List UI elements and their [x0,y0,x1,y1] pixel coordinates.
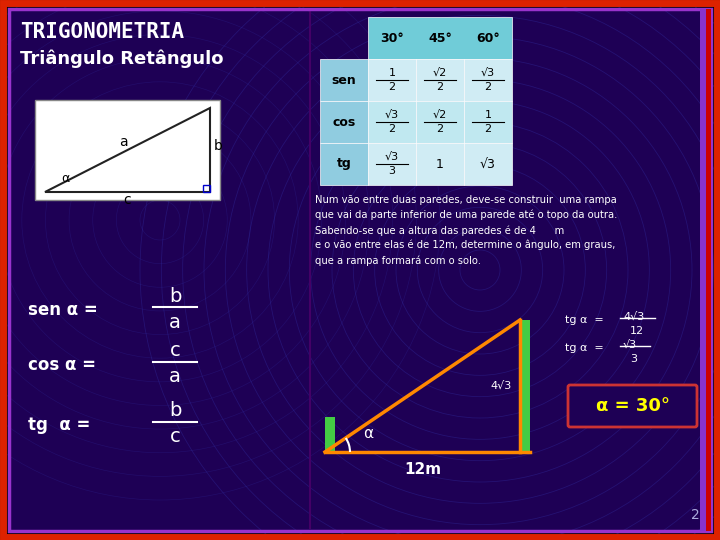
Bar [464,101,512,143]
Text: α: α [61,172,69,185]
Bar [416,143,464,185]
Bar [416,59,464,101]
Text: tg α  =: tg α = [565,315,604,325]
Text: 1: 1 [485,110,492,120]
Bar [203,185,210,192]
Text: que vai da parte inferior de uma parede até o topo da outra.: que vai da parte inferior de uma parede … [315,210,617,220]
Text: √3: √3 [385,152,399,162]
Text: 4√3: 4√3 [623,312,644,322]
Text: 30°: 30° [380,31,404,44]
Text: 12m: 12m [404,462,441,477]
Text: √3: √3 [481,68,495,78]
Bar [416,101,464,143]
Text: √2: √2 [433,110,447,120]
Text: cos: cos [333,116,356,129]
Text: a: a [169,368,181,387]
Bar [368,101,416,143]
Bar [320,59,368,101]
Text: b: b [168,287,181,306]
Text: e o vão entre elas é de 12m, determine o ângulo, em graus,: e o vão entre elas é de 12m, determine o… [315,240,616,251]
Text: c: c [124,193,131,207]
Bar [35,100,220,200]
Text: Num vão entre duas paredes, deve-se construir  uma rampa: Num vão entre duas paredes, deve-se cons… [315,195,617,205]
Text: 60°: 60° [476,31,500,44]
Bar [700,9,706,531]
Text: TRIGONOMETRIA: TRIGONOMETRIA [20,22,184,42]
Text: a: a [120,135,128,149]
Bar [368,143,416,185]
Text: que a rampa formará com o solo.: que a rampa formará com o solo. [315,255,481,266]
Bar [464,143,512,185]
Text: 2: 2 [691,508,700,522]
Bar [320,101,368,143]
Text: 2: 2 [388,82,395,92]
Bar [520,320,530,452]
Text: √2: √2 [433,68,447,78]
Bar [325,417,335,452]
Text: 45°: 45° [428,31,452,44]
Text: c: c [170,341,181,361]
Text: Triângulo Retângulo: Triângulo Retângulo [20,50,223,69]
Text: α = 30°: α = 30° [595,397,670,415]
Text: √3: √3 [623,340,637,350]
Text: 3: 3 [389,166,395,176]
Text: tg  α =: tg α = [28,416,91,434]
Text: 1: 1 [436,158,444,171]
Bar [464,59,512,101]
Text: 4√3: 4√3 [490,381,511,391]
Bar [368,59,416,101]
Text: b: b [168,402,181,421]
Text: α: α [363,426,373,441]
Text: 1: 1 [389,68,395,78]
Text: 2: 2 [485,82,492,92]
Text: √3: √3 [385,110,399,120]
Text: 2: 2 [485,124,492,134]
Text: 2: 2 [436,82,444,92]
Text: sen α =: sen α = [28,301,98,319]
Text: 2: 2 [436,124,444,134]
Text: a: a [169,313,181,332]
FancyBboxPatch shape [568,385,697,427]
Text: tg: tg [337,158,351,171]
Text: sen: sen [332,73,356,86]
Text: 3: 3 [630,354,637,364]
Text: c: c [170,428,181,447]
Text: √3: √3 [480,158,496,171]
Text: 12: 12 [630,326,644,336]
Bar [368,17,512,59]
Text: 2: 2 [388,124,395,134]
Text: cos α =: cos α = [28,356,96,374]
Bar [320,143,368,185]
Text: tg α  =: tg α = [565,343,604,353]
Bar [706,9,711,531]
Text: Sabendo-se que a altura das paredes é de 4      m: Sabendo-se que a altura das paredes é de… [315,225,564,235]
Text: b: b [214,139,223,153]
